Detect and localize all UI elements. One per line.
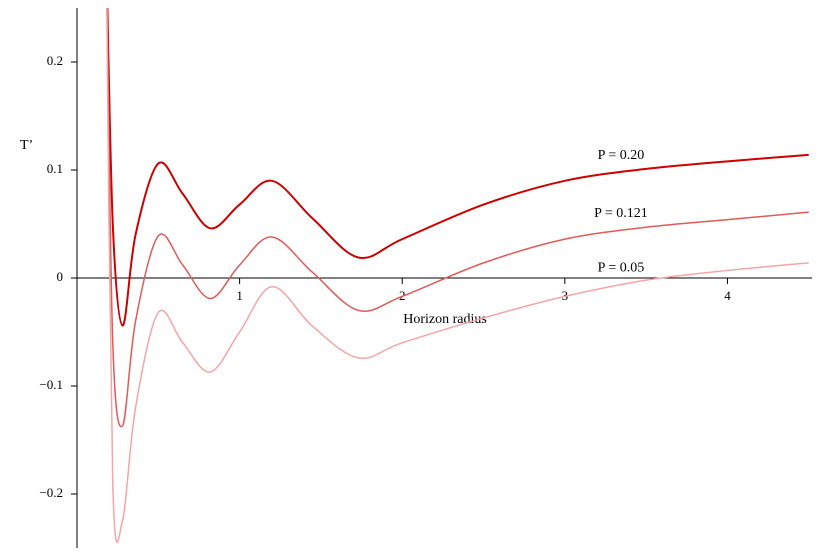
x-tick-label: 4 [724, 288, 731, 303]
series-label: P = 0.05 [598, 260, 645, 275]
y-axis-label: T’ [20, 138, 33, 153]
series-label: P = 0.20 [598, 148, 645, 163]
y-tick-label: 0 [57, 269, 64, 284]
y-tick-label: 0.1 [47, 161, 63, 176]
x-axis-label: Horizon radius [403, 312, 487, 327]
y-tick-label: −0.1 [39, 377, 63, 392]
series-line [106, 8, 809, 327]
x-tick-label: 1 [236, 288, 243, 303]
series-line [106, 8, 809, 543]
y-tick-label: 0.2 [47, 53, 63, 68]
series-line [106, 8, 809, 428]
y-tick-label: −0.2 [39, 485, 63, 500]
x-tick-label: 3 [562, 288, 569, 303]
x-tick-label: 2 [399, 288, 406, 303]
series-label: P = 0.121 [594, 206, 648, 221]
plot-area [106, 8, 809, 543]
